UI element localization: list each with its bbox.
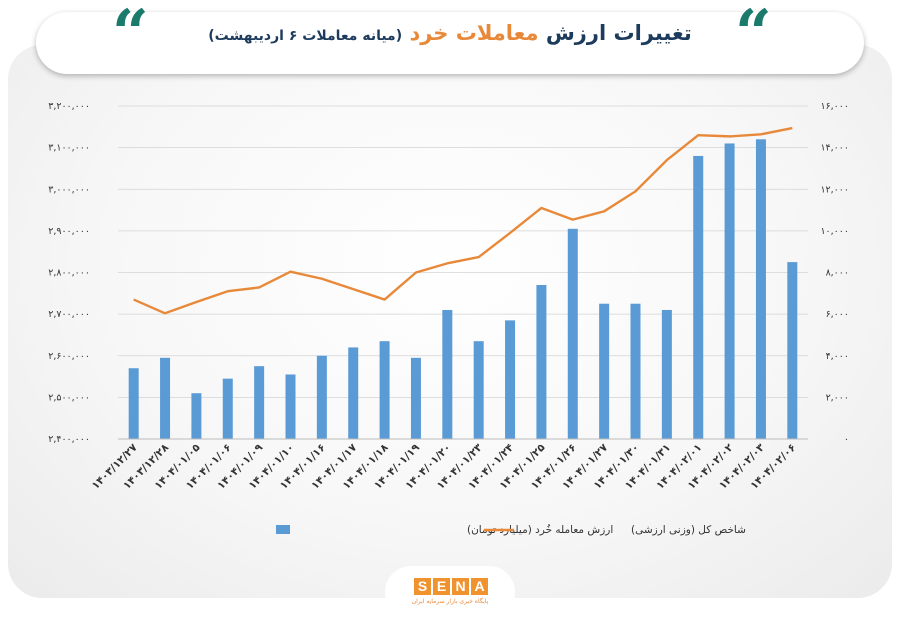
logo-letter: S [414,578,431,595]
bar [787,262,798,439]
y-left-tick-label: ۲,۹۰۰,۰۰۰ [48,226,90,237]
logo-letter: N [452,578,469,595]
bar [630,303,641,439]
bar [222,378,233,439]
y-left-tick-label: ۳,۰۰۰,۰۰۰ [48,184,90,195]
bar [191,393,202,439]
bar [693,155,704,439]
bar [128,368,139,439]
bar [410,357,421,439]
quote-close-icon: “ [735,0,772,71]
bar [755,139,766,440]
bar [160,357,171,439]
y-right-tick-label: ۱۴,۰۰۰ [820,143,849,154]
bar [724,143,735,439]
logo-letter: E [433,578,450,595]
sena-logo: S E N A [414,578,488,595]
quote-open-icon: “ [112,0,149,71]
bar [285,374,296,439]
y-left-tick-label: ۲,۶۰۰,۰۰۰ [48,351,90,362]
logo-badge [385,566,515,618]
bar [254,366,265,439]
y-right-tick-label: ۶,۰۰۰ [826,309,849,320]
bar [536,284,547,439]
page-title: تغییرات ارزش معاملات خرد (میانه معاملات … [150,21,750,45]
bar [661,309,672,439]
logo-tagline: پایگاه خبری بازار سرمایه ایران [411,598,489,605]
legend-label-bar: ارزش معامله خُرد (میلیارد تومان) [467,524,613,536]
bar [505,320,516,439]
y-left-tick-label: ۲,۷۰۰,۰۰۰ [48,309,90,320]
y-left-tick-label: ۳,۱۰۰,۰۰۰ [48,143,90,154]
bar [316,355,327,439]
legend-label-line: شاخص کل (وزنی ارزشی) [631,524,746,536]
series-line [133,126,793,315]
y-right-tick-label: ۰ [844,434,849,445]
y-right-tick-label: ۴,۰۰۰ [826,351,849,362]
title-main: تغییرات ارزش [545,21,692,45]
y-left-tick-label: ۲,۸۰۰,۰۰۰ [48,268,90,279]
logo-letter: A [471,578,488,595]
chart-subtitle: (میانه معاملات ۶ اردیبهشت) [208,28,403,44]
y-left-tick-label: ۲,۵۰۰,۰۰۰ [48,392,90,403]
y-left-tick-label: ۳,۲۰۰,۰۰۰ [48,101,90,112]
y-right-tick-label: ۱۲,۰۰۰ [820,184,849,195]
bar [473,341,484,439]
title-banner [36,12,864,74]
y-right-tick-label: ۸,۰۰۰ [826,268,849,279]
bar [442,309,453,439]
bar [348,347,359,439]
bar [379,341,390,439]
y-right-tick-label: ۱۶,۰۰۰ [820,101,849,112]
y-right-tick-label: ۲,۰۰۰ [826,392,849,403]
bar [599,303,610,439]
y-right-tick-label: ۱۰,۰۰۰ [820,226,849,237]
bar [567,228,578,439]
title-accent: معاملات خرد [409,21,539,45]
legend-swatch-bar [276,525,290,534]
y-left-tick-label: ۲,۴۰۰,۰۰۰ [48,434,90,445]
